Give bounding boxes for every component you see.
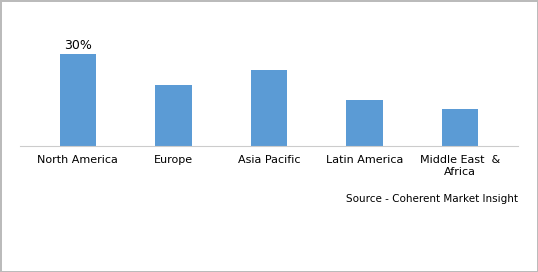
Bar [442,109,478,146]
Bar [155,85,192,146]
Text: 30%: 30% [64,39,91,52]
Bar [60,54,96,146]
Text: Source - Coherent Market Insight: Source - Coherent Market Insight [345,194,518,204]
Bar [346,100,383,146]
Bar [251,70,287,146]
